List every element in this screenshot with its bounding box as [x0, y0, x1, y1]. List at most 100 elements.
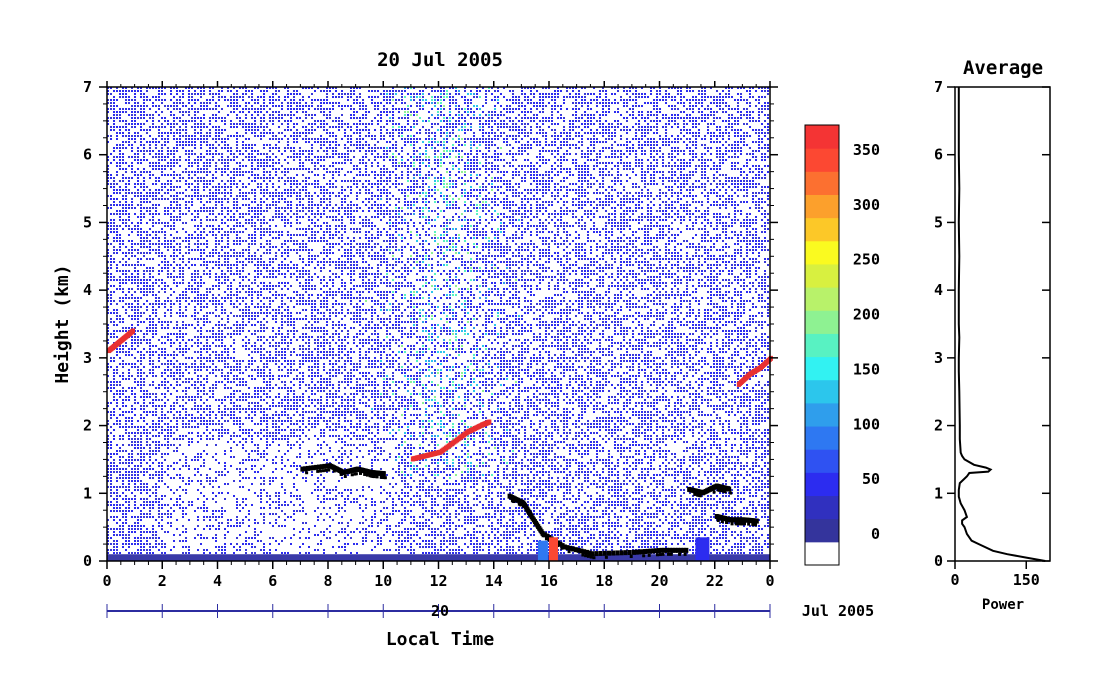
- noise-cell: [167, 183, 169, 185]
- noise-cell: [179, 216, 181, 218]
- noise-cell: [215, 261, 217, 263]
- noise-cell: [161, 252, 163, 254]
- noise-cell: [209, 390, 211, 392]
- noise-cell: [128, 258, 130, 260]
- noise-cell: [209, 195, 211, 197]
- noise-cell: [260, 345, 262, 347]
- noise-cell: [191, 204, 193, 206]
- noise-cell: [125, 309, 127, 311]
- noise-cell: [194, 108, 196, 110]
- noise-cell: [203, 165, 205, 167]
- noise-cell: [248, 255, 250, 257]
- noise-cell: [224, 384, 226, 386]
- noise-cell: [242, 279, 244, 281]
- noise-cell: [236, 225, 238, 227]
- noise-cell: [281, 165, 283, 167]
- noise-cell: [194, 141, 196, 143]
- noise-cell: [269, 369, 271, 371]
- noise-cell: [215, 129, 217, 131]
- noise-cell: [218, 243, 220, 245]
- noise-cell: [167, 411, 169, 413]
- noise-cell: [263, 99, 265, 101]
- noise-cell: [269, 246, 271, 248]
- noise-cell: [125, 540, 127, 542]
- noise-cell: [140, 453, 142, 455]
- noise-cell: [155, 147, 157, 149]
- noise-cell: [221, 513, 223, 515]
- noise-cell: [197, 291, 199, 293]
- noise-cell: [200, 456, 202, 458]
- noise-cell: [239, 504, 241, 506]
- noise-cell: [155, 198, 157, 200]
- noise-cell: [167, 141, 169, 143]
- noise-cell: [230, 177, 232, 179]
- noise-cell: [176, 354, 178, 356]
- noise-cell: [275, 135, 277, 137]
- noise-cell: [194, 372, 196, 374]
- noise-cell: [137, 351, 139, 353]
- noise-cell: [194, 90, 196, 92]
- noise-cell: [284, 159, 286, 161]
- noise-cell: [263, 282, 265, 284]
- noise-cell: [206, 153, 208, 155]
- noise-cell: [242, 141, 244, 143]
- noise-cell: [221, 141, 223, 143]
- noise-cell: [203, 504, 205, 506]
- noise-cell: [200, 357, 202, 359]
- noise-cell: [170, 393, 172, 395]
- noise-cell: [197, 366, 199, 368]
- noise-cell: [188, 378, 190, 380]
- noise-cell: [200, 375, 202, 377]
- noise-cell: [203, 180, 205, 182]
- noise-cell: [209, 192, 211, 194]
- noise-cell: [140, 378, 142, 380]
- noise-cell: [179, 159, 181, 161]
- noise-cell: [221, 354, 223, 356]
- noise-cell: [281, 462, 283, 464]
- noise-cell: [182, 90, 184, 92]
- noise-cell: [251, 312, 253, 314]
- noise-cell: [275, 318, 277, 320]
- noise-cell: [272, 102, 274, 104]
- noise-cell: [146, 516, 148, 518]
- noise-cell: [131, 231, 133, 233]
- noise-cell: [278, 177, 280, 179]
- noise-cell: [128, 420, 130, 422]
- noise-cell: [203, 123, 205, 125]
- noise-cell: [266, 243, 268, 245]
- noise-cell: [269, 249, 271, 251]
- noise-cell: [200, 453, 202, 455]
- noise-cell: [137, 225, 139, 227]
- noise-cell: [134, 348, 136, 350]
- noise-cell: [113, 102, 115, 104]
- noise-cell: [134, 378, 136, 380]
- noise-cell: [110, 204, 112, 206]
- noise-cell: [119, 315, 121, 317]
- noise-cell: [212, 513, 214, 515]
- noise-cell: [179, 90, 181, 92]
- noise-cell: [188, 366, 190, 368]
- noise-cell: [260, 417, 262, 419]
- noise-cell: [164, 225, 166, 227]
- noise-cell: [155, 105, 157, 107]
- noise-cell: [275, 105, 277, 107]
- noise-cell: [221, 312, 223, 314]
- noise-cell: [128, 240, 130, 242]
- noise-cell: [161, 546, 163, 548]
- noise-cell: [248, 414, 250, 416]
- noise-cell: [269, 108, 271, 110]
- noise-cell: [131, 282, 133, 284]
- noise-cell: [215, 357, 217, 359]
- noise-cell: [218, 399, 220, 401]
- noise-cell: [164, 384, 166, 386]
- noise-cell: [182, 312, 184, 314]
- noise-cell: [125, 417, 127, 419]
- noise-cell: [113, 237, 115, 239]
- noise-cell: [167, 513, 169, 515]
- noise-cell: [140, 387, 142, 389]
- noise-cell: [179, 486, 181, 488]
- noise-cell: [236, 468, 238, 470]
- noise-cell: [227, 150, 229, 152]
- noise-cell: [203, 465, 205, 467]
- noise-cell: [200, 195, 202, 197]
